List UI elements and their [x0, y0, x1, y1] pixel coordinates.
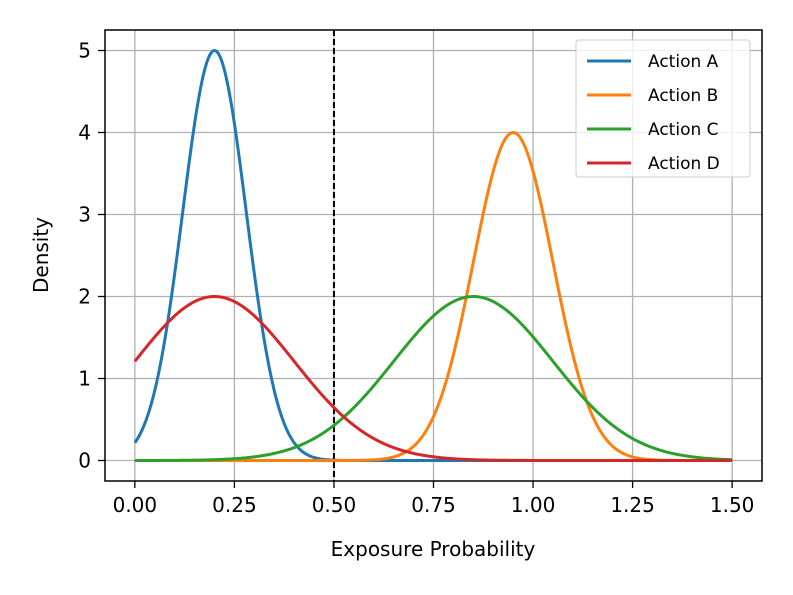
- y-tick-label: 4: [78, 121, 91, 145]
- legend-label: Action A: [648, 52, 719, 72]
- series-line-action-c: [134, 295, 733, 462]
- legend: Action A Action B Action C Action D: [575, 39, 751, 178]
- series-line-action-d: [133, 295, 733, 462]
- legend-box: [575, 39, 751, 178]
- y-tick-label: 2: [78, 285, 91, 309]
- legend-label: Action C: [648, 120, 719, 140]
- x-tick-label: 0.25: [212, 493, 257, 517]
- legend-label: Action B: [648, 86, 718, 106]
- y-tick-label: 3: [78, 203, 91, 227]
- x-tick-label: 0.00: [113, 493, 158, 517]
- x-tick-label: 1.00: [511, 493, 556, 517]
- y-tick-label: 0: [78, 449, 91, 473]
- x-tick-label: 0.50: [312, 493, 357, 517]
- series-line-action-b: [134, 131, 733, 462]
- legend-label: Action D: [648, 154, 720, 174]
- y-axis-label: Density: [29, 217, 53, 293]
- x-tick-label: 0.75: [411, 493, 456, 517]
- series-lines: [133, 49, 733, 462]
- x-tick-label: 1.50: [710, 493, 755, 517]
- x-axis-label: Exposure Probability: [331, 537, 536, 561]
- y-tick-label: 1: [78, 367, 91, 391]
- x-tick-label: 1.25: [610, 493, 655, 517]
- y-axis-ticks: 0 1 2 3 4 5: [78, 39, 105, 473]
- y-tick-label: 5: [78, 39, 91, 63]
- x-axis-ticks: 0.00 0.25 0.50 0.75 1.00 1.25 1.50: [113, 481, 755, 517]
